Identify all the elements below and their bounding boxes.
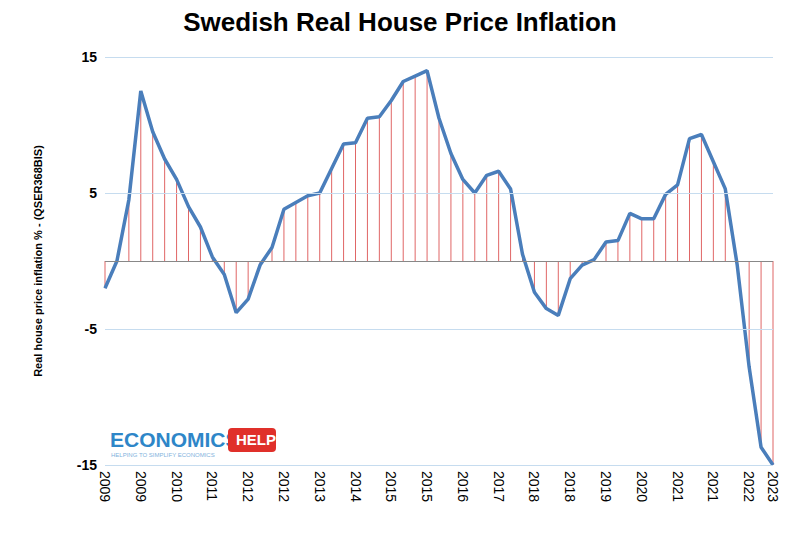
svg-text:HELPING TO SIMPLIFY ECONOMICS: HELPING TO SIMPLIFY ECONOMICS — [111, 452, 215, 458]
svg-text:2015: 2015 — [383, 471, 399, 502]
svg-text:2019: 2019 — [598, 471, 614, 502]
svg-text:2012: 2012 — [240, 471, 256, 502]
svg-text:2010: 2010 — [169, 471, 185, 502]
svg-text:2021: 2021 — [705, 471, 721, 502]
svg-text:5: 5 — [89, 185, 97, 201]
svg-text:2012: 2012 — [276, 471, 292, 502]
svg-text:2018: 2018 — [526, 471, 542, 502]
svg-text:2011: 2011 — [204, 471, 220, 501]
svg-text:15: 15 — [81, 49, 97, 65]
svg-text:ECONOMICS: ECONOMICS — [110, 428, 240, 451]
svg-text:2020: 2020 — [634, 471, 650, 502]
svg-text:2018: 2018 — [562, 471, 578, 502]
svg-text:2015: 2015 — [419, 471, 435, 502]
svg-text:2017: 2017 — [491, 471, 507, 502]
svg-text:Swedish Real House Price Infla: Swedish Real House Price Inflation — [183, 7, 616, 37]
svg-text:2016: 2016 — [455, 471, 471, 502]
svg-text:-5: -5 — [85, 321, 98, 337]
svg-text:-15: -15 — [77, 457, 97, 473]
svg-text:HELP: HELP — [236, 431, 276, 448]
svg-text:2009: 2009 — [97, 471, 113, 502]
svg-text:Real house price inflation % -: Real house price inflation % - (QSER368B… — [32, 145, 44, 377]
svg-text:2023: 2023 — [765, 471, 781, 502]
svg-text:2009: 2009 — [133, 471, 149, 502]
svg-text:2014: 2014 — [348, 471, 364, 502]
svg-text:2022: 2022 — [741, 471, 757, 502]
svg-text:2021: 2021 — [670, 471, 686, 502]
svg-text:2013: 2013 — [312, 471, 328, 502]
